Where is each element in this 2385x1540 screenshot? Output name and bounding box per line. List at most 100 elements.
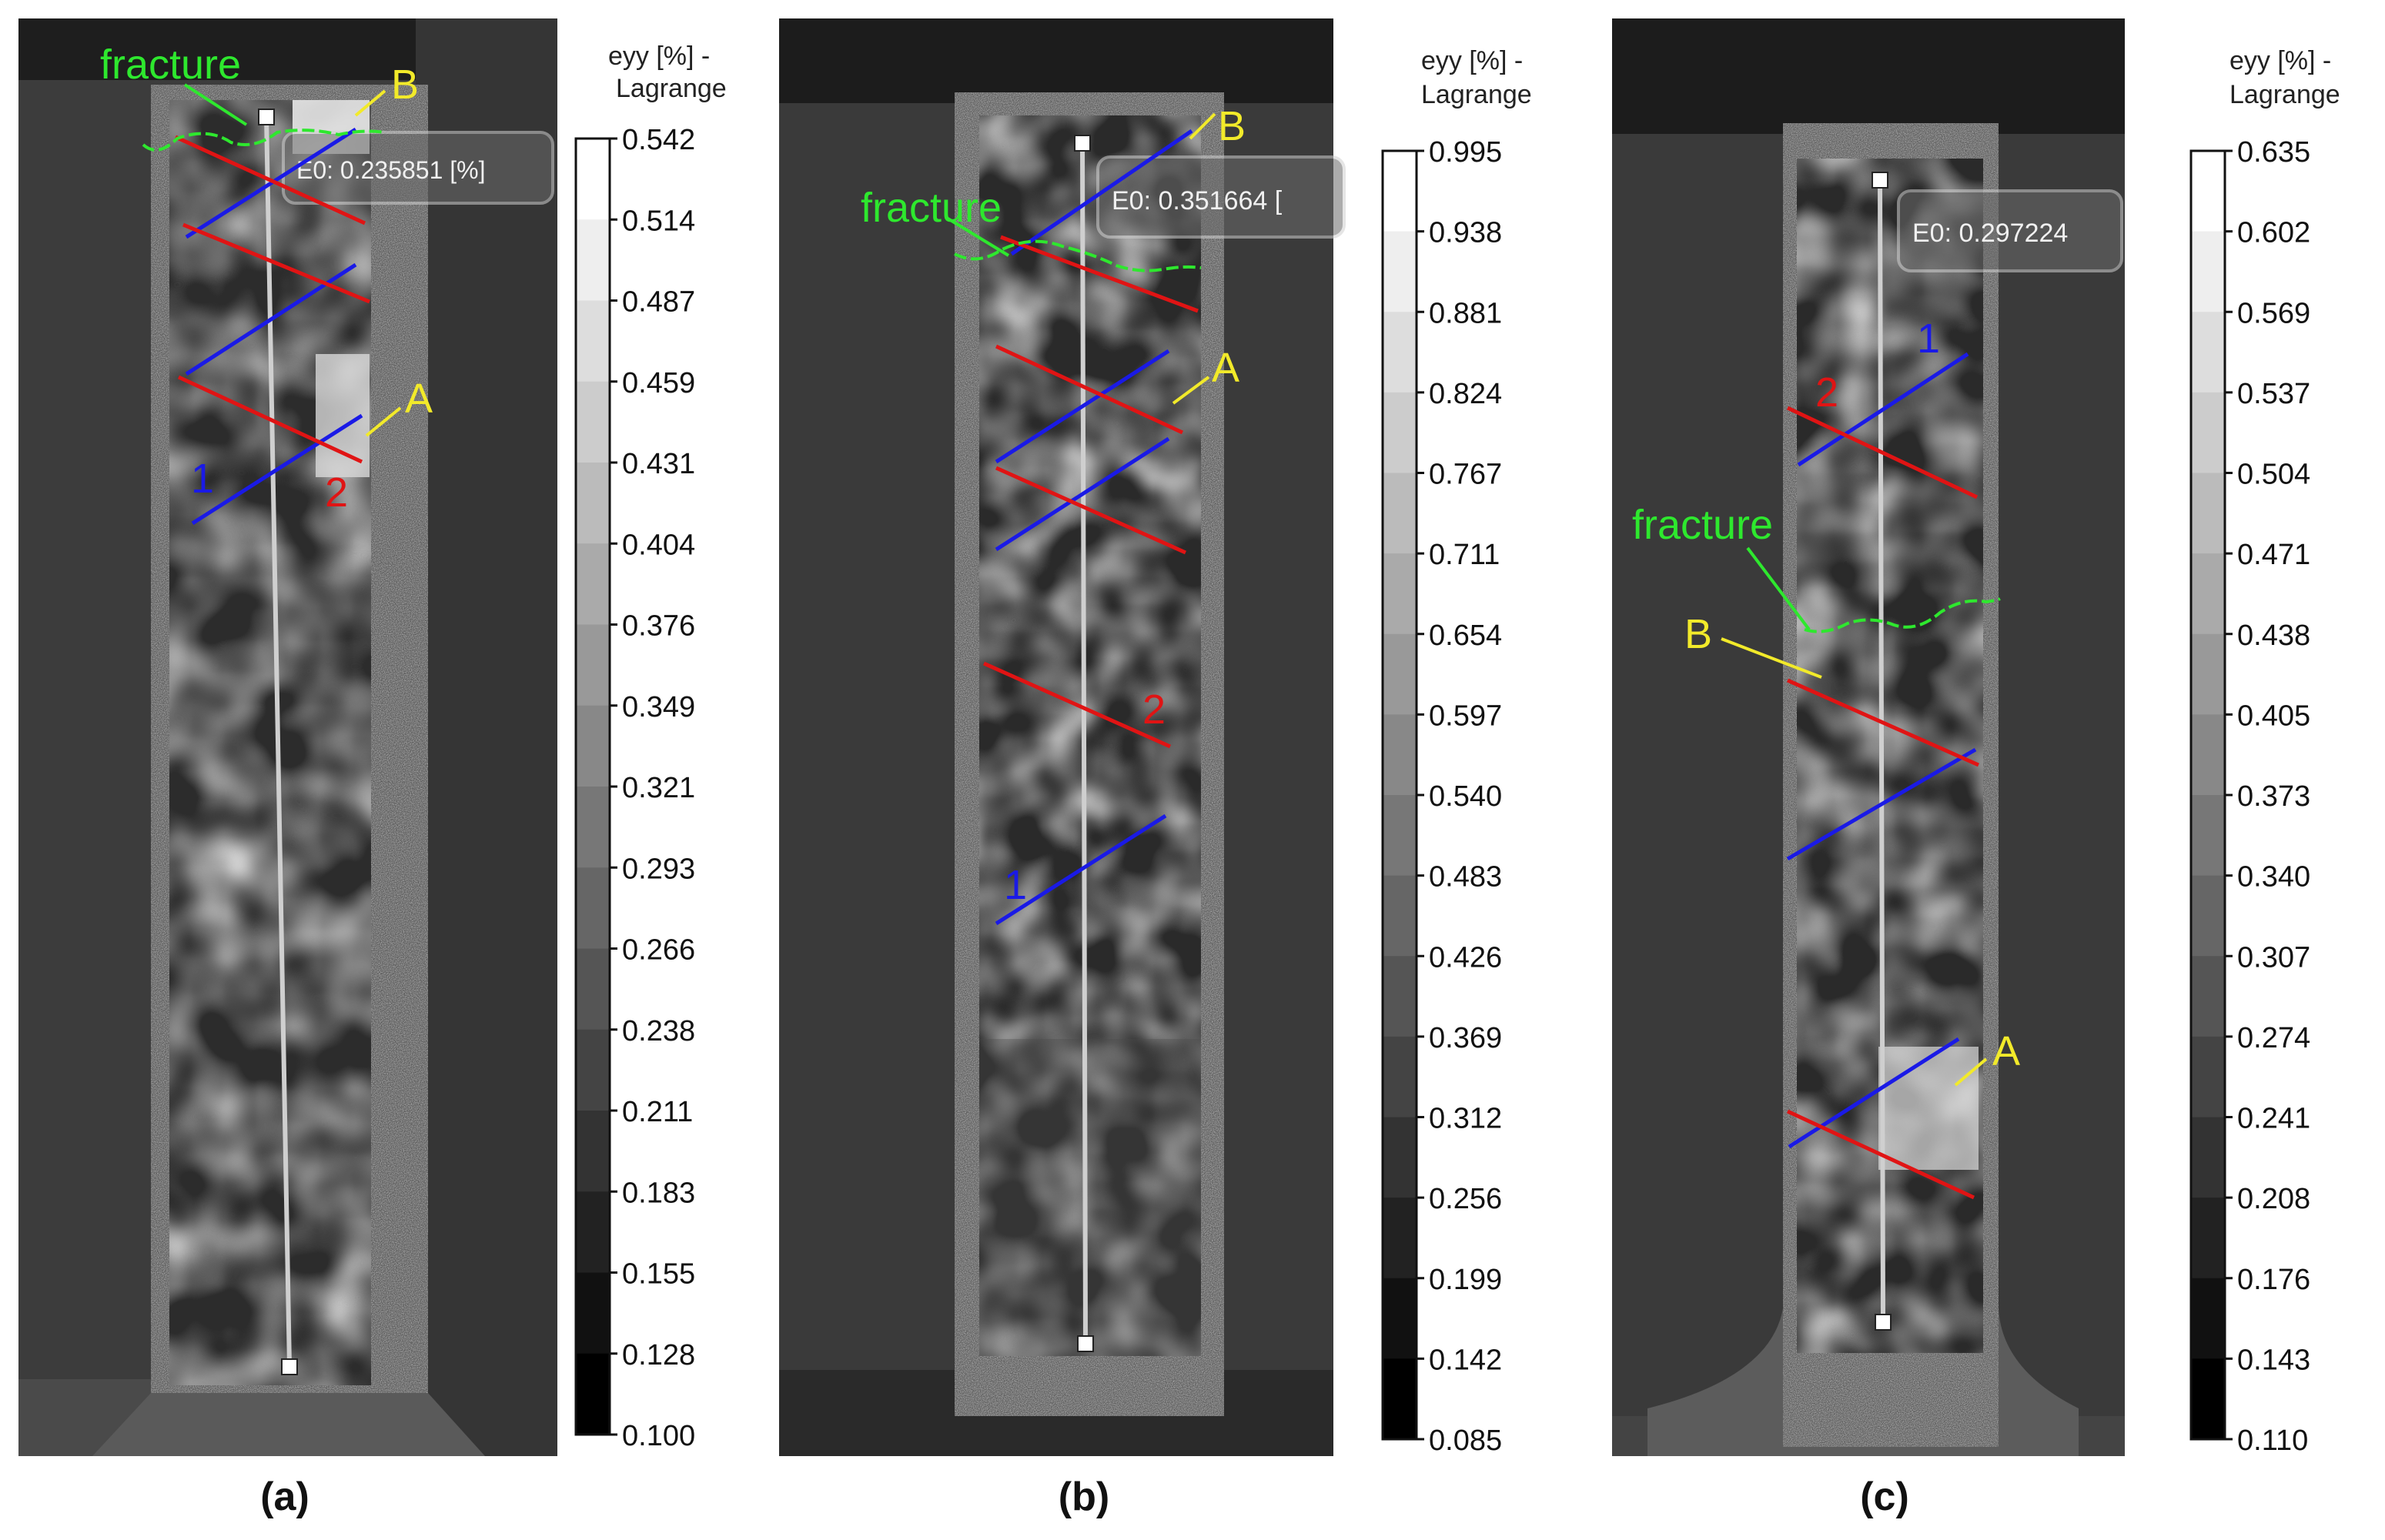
panel-a-marker-b: B <box>391 62 419 108</box>
panel-b-marker-a: A <box>1212 345 1239 391</box>
panel-a-colorbar-title: eyy [%] - <box>608 42 710 71</box>
colorbar-tick-label: 0.340 <box>2237 861 2310 894</box>
colorbar-tick-label: 0.293 <box>622 853 695 885</box>
colorbar-tick-label: 0.459 <box>622 367 695 399</box>
colorbar-band <box>576 300 610 382</box>
colorbar-band <box>1383 714 1417 796</box>
colorbar-tick-label: 0.711 <box>1429 539 1500 571</box>
panel-c-readout: E0: 0.297224 <box>1912 219 2068 248</box>
colorbar-band <box>2191 1036 2225 1117</box>
colorbar-tick-label: 0.602 <box>2237 217 2310 249</box>
colorbar-tick-label: 0.376 <box>622 610 695 643</box>
colorbar-band <box>2191 956 2225 1037</box>
colorbar-band <box>2191 473 2225 554</box>
colorbar-tick-label: 0.274 <box>2237 1022 2310 1054</box>
colorbar-band <box>2191 633 2225 715</box>
panel-c-line1-label: 1 <box>1917 316 1940 362</box>
colorbar-tick-label: 0.542 <box>622 124 695 156</box>
colorbar-tick-label: 0.176 <box>2237 1264 2310 1296</box>
colorbar-tick-label: 0.504 <box>2237 459 2310 491</box>
colorbar-tick-label: 0.569 <box>2237 297 2310 329</box>
colorbar-tick-label: 0.238 <box>622 1015 695 1047</box>
colorbar-tick-label: 0.199 <box>1429 1264 1502 1296</box>
colorbar-band <box>576 381 610 463</box>
colorbar-tick-label: 0.597 <box>1429 700 1502 732</box>
colorbar-band <box>1383 1036 1417 1117</box>
colorbar-band <box>576 463 610 544</box>
colorbar-tick-label: 0.142 <box>1429 1344 1502 1376</box>
colorbar-tick-label: 0.483 <box>1429 861 1502 894</box>
panel-c-marker-a: A <box>1992 1028 2020 1074</box>
colorbar-tick-label: 0.514 <box>622 205 695 237</box>
colorbar-tick-label: 0.995 <box>1429 136 1502 169</box>
colorbar-band <box>1383 312 1417 393</box>
panel-c-fracture-label: fracture <box>1632 502 1773 548</box>
colorbar-tick-label: 0.824 <box>1429 378 1502 410</box>
colorbar-band <box>576 219 610 301</box>
colorbar-band <box>576 867 610 949</box>
panel-a-line1-label: 1 <box>191 456 214 502</box>
colorbar-tick-label: 0.208 <box>2237 1183 2310 1215</box>
colorbar-band <box>1383 392 1417 473</box>
panel-b-label: (b) <box>1059 1475 1109 1519</box>
colorbar-tick-label: 0.266 <box>622 934 695 967</box>
panel-a-marker-a: A <box>405 376 433 422</box>
colorbar-tick-label: 0.312 <box>1429 1103 1502 1135</box>
colorbar-band <box>1383 1198 1417 1279</box>
colorbar-band <box>576 1111 610 1192</box>
colorbar-band <box>576 948 610 1031</box>
colorbar-band <box>1383 473 1417 554</box>
colorbar-tick-label: 0.100 <box>622 1420 695 1452</box>
colorbar-tick-label: 0.321 <box>622 772 695 804</box>
panel-c-colorbar: 0.635 0.602 0.569 0.537 0.504 0.471 0.438 0.405… <box>2189 136 2310 1457</box>
colorbar-tick-label: 0.369 <box>1429 1022 1502 1054</box>
colorbar-tick-label: 0.431 <box>622 448 695 480</box>
colorbar-tick-label: 0.241 <box>2237 1103 2310 1135</box>
panel-a-readout: E0: 0.235851 [%] <box>296 156 486 184</box>
colorbar-band <box>576 624 610 707</box>
panel-a-colorbar: 0.542 0.514 0.487 0.459 0.431 0.404 0.376 0.349… <box>574 124 695 1452</box>
colorbar-tick-label: 0.537 <box>2237 378 2310 410</box>
colorbar-band <box>1383 231 1417 312</box>
colorbar-band <box>576 787 610 868</box>
colorbar-band <box>2191 151 2225 232</box>
panel-a-colorbar-title2: Lagrange <box>616 74 727 103</box>
colorbar-tick-label: 0.349 <box>622 691 695 723</box>
colorbar-tick-label: 0.155 <box>622 1258 695 1291</box>
colorbar-band <box>576 543 610 625</box>
panel-a-line2-label: 2 <box>325 469 348 516</box>
colorbar-band <box>576 1353 610 1435</box>
colorbar-band <box>2191 1278 2225 1359</box>
panel-b-colorbar: 0.995 0.938 0.881 0.824 0.767 0.711 0.654 0.597… <box>1381 136 1502 1457</box>
colorbar-tick-label: 0.404 <box>622 529 695 561</box>
colorbar-tick-label: 0.211 <box>622 1096 693 1128</box>
colorbar-band <box>1383 553 1417 635</box>
colorbar-tick-label: 0.128 <box>622 1339 695 1371</box>
panel-c-label: (c) <box>1860 1475 1909 1519</box>
colorbar-tick-label: 0.143 <box>2237 1344 2310 1376</box>
colorbar-band <box>1383 1358 1417 1440</box>
colorbar-band <box>2191 714 2225 796</box>
colorbar-band <box>1383 795 1417 877</box>
panel-b-colorbar-title2: Lagrange <box>1421 80 1532 109</box>
colorbar-tick-label: 0.635 <box>2237 136 2310 169</box>
panel-b-readout: E0: 0.351664 [ <box>1112 186 1283 215</box>
colorbar-band <box>576 139 610 220</box>
panel-b-fracture-curve <box>954 239 1202 272</box>
colorbar-tick-label: 0.471 <box>2237 539 2310 571</box>
panel-a-readout-box <box>282 131 554 205</box>
colorbar-tick-label: 0.307 <box>2237 941 2310 974</box>
colorbar-band <box>1383 1117 1417 1198</box>
colorbar-tick-label: 0.767 <box>1429 459 1502 491</box>
panel-a-label: (a) <box>260 1475 309 1519</box>
colorbar-band <box>2191 1117 2225 1198</box>
colorbar-tick-label: 0.405 <box>2237 700 2310 732</box>
panel-a: E0: 0.235851 [%] fracture B A 1 2 eyy [%… <box>18 18 727 1519</box>
panel-c-fracture-curve <box>1804 597 2001 633</box>
panel-c-marker-b: B <box>1684 611 1712 657</box>
colorbar-band <box>1383 875 1417 957</box>
panel-b-marker-b: B <box>1218 103 1246 149</box>
colorbar-band <box>2191 392 2225 473</box>
colorbar-band <box>2191 553 2225 635</box>
